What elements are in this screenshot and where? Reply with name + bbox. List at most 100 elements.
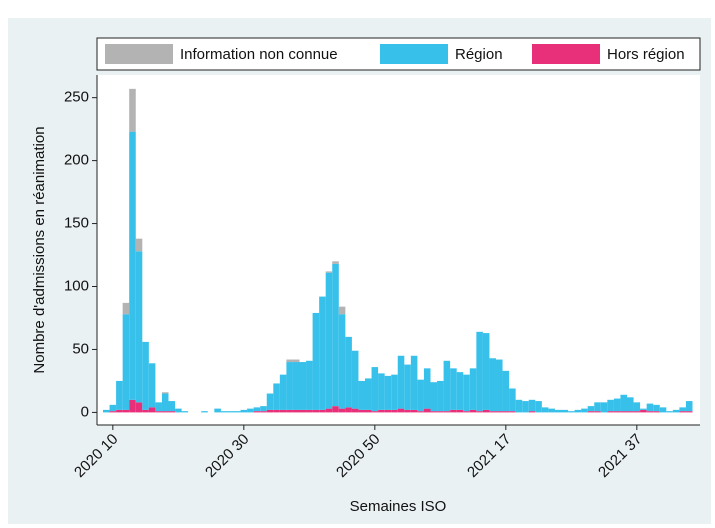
bar-segment [279, 374, 287, 410]
bar-segment [430, 382, 438, 412]
bar-segment [240, 409, 248, 413]
bar-segment [646, 403, 654, 412]
bar-segment [679, 407, 686, 412]
legend-label: Hors région [607, 46, 685, 63]
y-tick-label: 250 [64, 89, 89, 106]
bar-segment [502, 411, 510, 413]
bar-segment [116, 409, 123, 413]
bar-segment [378, 409, 385, 413]
bar-segment [620, 411, 627, 413]
bar-segment [496, 359, 503, 412]
bar-segment [286, 359, 293, 363]
legend-label: Information non connue [180, 46, 338, 63]
bar-segment [397, 408, 405, 413]
bar-segment [227, 411, 234, 413]
bar-segment [299, 409, 307, 413]
bar-segment [627, 411, 634, 413]
bar-segment [607, 399, 614, 412]
bar-segment [463, 411, 470, 413]
bar-segment [509, 388, 516, 412]
bar-segment [620, 394, 627, 412]
bar-segment [594, 402, 601, 412]
bar-segment [430, 411, 438, 413]
bar-segment [279, 409, 287, 413]
bar-segment [568, 411, 575, 413]
bar-segment [607, 411, 614, 413]
bar-segment [338, 408, 346, 413]
bar-segment [338, 306, 346, 315]
bar-segment [476, 331, 483, 412]
bar-segment [600, 402, 608, 413]
bar-segment [463, 374, 470, 412]
y-tick-label: 150 [64, 215, 89, 232]
bar-segment [640, 408, 647, 410]
bar-segment [292, 362, 300, 410]
y-axis-label: Nombre d'admissions en réanimation [31, 126, 48, 373]
bar-segment [247, 408, 254, 413]
bar-segment [312, 312, 320, 410]
bar-segment [502, 370, 510, 412]
bar-segment [253, 411, 261, 413]
bar-segment [319, 409, 326, 413]
bar-segment [640, 409, 647, 413]
bar-segment [103, 409, 110, 413]
bar-segment [456, 372, 464, 410]
bar-segment [122, 314, 130, 410]
bar-segment [325, 408, 333, 413]
bar-segment [358, 380, 365, 410]
bar-segment [594, 411, 601, 413]
bar-segment [266, 409, 274, 413]
bar-segment [437, 411, 444, 413]
bar-segment [312, 409, 320, 413]
y-tick-label: 50 [72, 340, 89, 357]
bar-segment [142, 409, 149, 413]
bar-segment [423, 368, 431, 409]
bar-segment [410, 355, 418, 410]
bar-segment [266, 393, 274, 410]
bar-segment [496, 411, 503, 413]
bar-segment [653, 411, 660, 413]
bar-segment [365, 409, 372, 413]
bar-segment [142, 341, 149, 410]
bar-segment [214, 408, 221, 413]
bar-segment [489, 358, 496, 412]
bar-segment [404, 364, 411, 410]
bar-segment [613, 411, 621, 413]
bar-segment [168, 401, 176, 412]
bar-segment [109, 404, 117, 412]
y-tick-label: 200 [64, 152, 89, 169]
bar-segment [365, 378, 372, 410]
bar-segment [292, 409, 300, 413]
bar-segment [672, 409, 680, 413]
bar-segment [528, 399, 536, 412]
bar-segment [469, 409, 477, 413]
bar-segment [345, 336, 352, 408]
bar-segment [541, 407, 549, 413]
bar-segment [371, 411, 379, 413]
bar-segment [234, 411, 241, 413]
bar-segment [450, 409, 457, 413]
bar-segment [587, 411, 595, 413]
legend-swatch [380, 44, 448, 64]
bar-segment [135, 238, 143, 252]
x-axis-label: Semaines ISO [350, 498, 447, 515]
bar-segment [561, 409, 569, 413]
bar-segment [325, 272, 333, 409]
bar-segment [116, 380, 123, 410]
y-tick-label: 0 [81, 403, 89, 420]
bar-segment [653, 404, 660, 412]
bar-segment [659, 407, 667, 413]
bar-segment [155, 402, 162, 412]
bar-segment [397, 355, 405, 409]
bar-segment [384, 409, 392, 413]
bar-segment [122, 409, 130, 413]
bar-segment [338, 314, 346, 409]
bar-segment [135, 251, 143, 403]
bar-segment [332, 263, 339, 407]
bar-segment [378, 373, 385, 410]
bar-segment [391, 409, 398, 413]
bar-segment [332, 261, 339, 264]
bar-segment [535, 401, 542, 413]
bar-segment [122, 302, 130, 315]
